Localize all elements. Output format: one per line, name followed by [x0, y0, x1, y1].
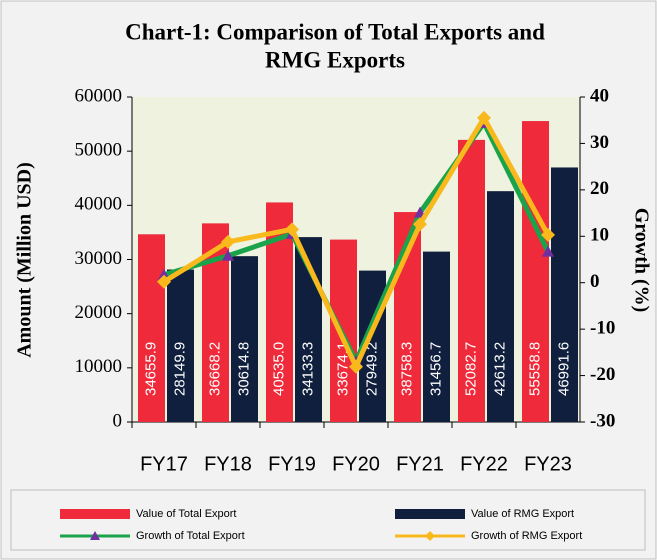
data-label: 36668.2 [206, 342, 223, 396]
bar [458, 139, 485, 422]
y-axis-label: Amount (Million USD) [14, 162, 36, 358]
x-tick-label: FY19 [268, 453, 316, 475]
x-tick-label: FY18 [204, 453, 252, 475]
marker [222, 249, 234, 261]
y-tick-label: 40000 [75, 194, 123, 215]
marker [541, 227, 555, 242]
chart-title: Chart-1: Comparison of Total Exports and [125, 19, 545, 44]
legend-box [10, 489, 646, 551]
data-label: 27949.2 [363, 342, 380, 396]
y2-tick-label: 0 [590, 271, 600, 292]
legend-swatch [395, 509, 465, 519]
legend-marker [90, 531, 100, 540]
y2-tick-label: 10 [590, 225, 609, 246]
legend-label: Value of Total Export [136, 508, 237, 520]
y2-tick-label: 30 [590, 132, 609, 153]
data-label: 38758.3 [398, 342, 415, 396]
legend-swatch [60, 509, 130, 519]
bar [167, 269, 194, 422]
data-label: 40535.0 [270, 342, 287, 396]
y-tick-label: 50000 [75, 140, 123, 161]
marker [157, 274, 171, 289]
data-label: 34133.3 [299, 342, 316, 396]
legend-marker [425, 531, 435, 541]
bar [522, 121, 549, 422]
y2-tick-label: 40 [590, 85, 609, 106]
y2-tick-label: 20 [590, 178, 609, 199]
y-tick-label: 20000 [75, 302, 123, 323]
bar [551, 167, 578, 422]
data-label: 28149.9 [171, 342, 188, 396]
bar [231, 256, 258, 422]
bar [487, 191, 514, 422]
data-label: 42613.2 [491, 342, 508, 396]
marker [413, 217, 427, 232]
x-tick-label: FY21 [396, 453, 444, 475]
x-tick-label: FY17 [140, 453, 188, 475]
y2-tick-label: -20 [590, 364, 615, 385]
data-label: 46991.6 [555, 342, 572, 396]
legend-label: Value of RMG Export [471, 508, 574, 520]
x-tick-label: FY23 [524, 453, 572, 475]
marker [349, 359, 363, 374]
bar [423, 251, 450, 422]
data-label: 55558.8 [526, 342, 543, 396]
legend-label: Growth of Total Export [136, 530, 245, 542]
y-tick-label: 0 [113, 410, 123, 431]
marker [542, 245, 554, 257]
data-label: 52082.7 [462, 342, 479, 396]
y-tick-label: 10000 [75, 356, 123, 377]
x-tick-label: FY22 [460, 453, 508, 475]
marker [221, 234, 235, 249]
x-tick-label: FY20 [332, 453, 380, 475]
y2-tick-label: -10 [590, 318, 615, 339]
bar [138, 234, 165, 422]
marker [477, 110, 491, 125]
chart-title: RMG Exports [265, 47, 405, 72]
legend-label: Growth of RMG Export [471, 530, 582, 542]
marker [285, 222, 299, 237]
y-tick-label: 30000 [75, 248, 123, 269]
data-label: 33674.1 [334, 342, 351, 396]
y-tick-label: 60000 [75, 85, 123, 106]
data-label: 34655.9 [142, 342, 159, 396]
y2-axis-label: Growth (%) [630, 208, 652, 313]
data-label: 30614.8 [235, 342, 252, 396]
data-label: 31456.7 [427, 342, 444, 396]
y2-tick-label: -30 [590, 410, 615, 431]
